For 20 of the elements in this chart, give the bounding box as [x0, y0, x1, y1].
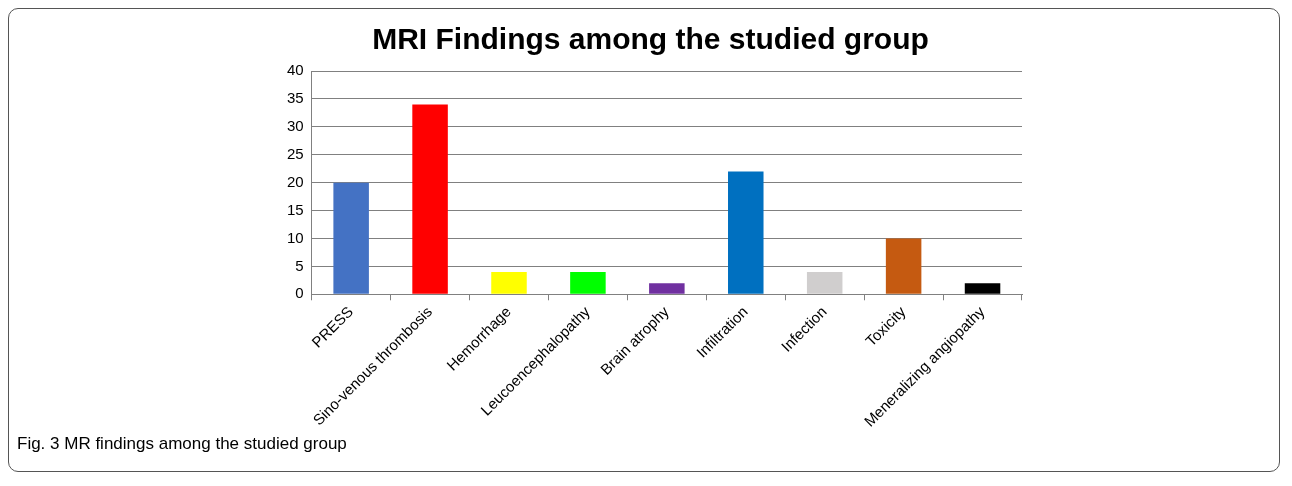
y-tick-label: 10: [287, 228, 304, 246]
bar: [649, 283, 685, 294]
y-tick-label: 40: [287, 61, 304, 79]
bar: [570, 271, 606, 294]
bar: [491, 271, 527, 294]
bar: [885, 238, 922, 294]
y-tick-label: 25: [287, 144, 304, 162]
chart-title: MRI Findings among the studied group: [372, 22, 929, 56]
bar: [964, 283, 1001, 294]
y-tick-label: 15: [287, 200, 304, 218]
y-tick-label: 0: [295, 284, 304, 302]
bar: [806, 271, 843, 294]
bar: [333, 182, 369, 294]
y-tick-label: 35: [287, 89, 304, 107]
caption: Fig. 3 MR findings among the studied group: [17, 434, 348, 454]
y-tick-label: 5: [295, 256, 304, 274]
bar: [728, 171, 764, 294]
y-tick-label: 20: [287, 172, 304, 190]
y-tick-label: 30: [287, 116, 304, 134]
bar: [412, 104, 448, 294]
